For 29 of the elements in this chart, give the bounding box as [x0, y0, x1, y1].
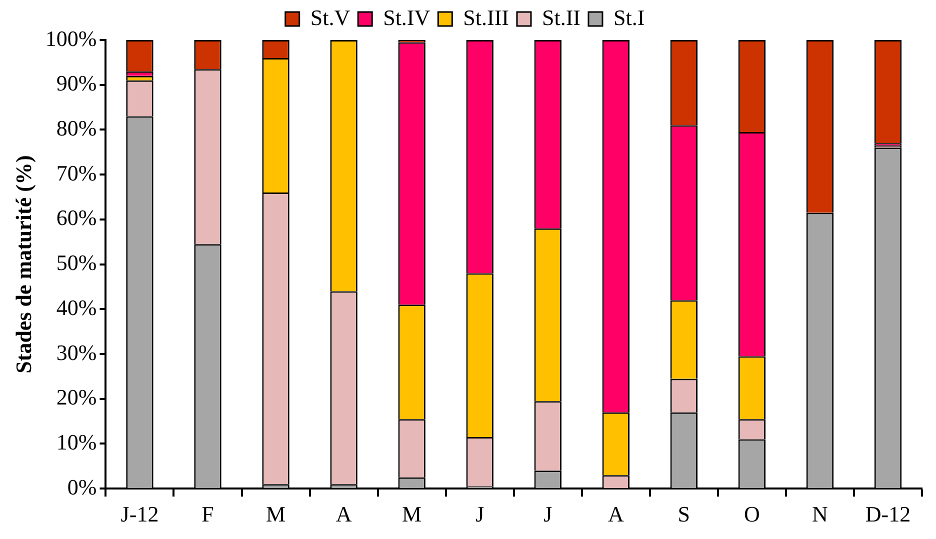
y-tick-label: 30%: [56, 340, 97, 365]
x-tick-label: M: [266, 502, 286, 527]
x-tick-label: A: [336, 502, 352, 527]
y-tick-label: 0%: [67, 474, 97, 500]
legend-label: St.I: [613, 4, 645, 30]
legend-label: St.V: [310, 4, 350, 30]
y-tick-label: 60%: [56, 205, 97, 230]
y-tick-label: 10%: [56, 430, 97, 455]
x-tick-label: M: [402, 502, 422, 527]
legend-label: St.II: [542, 4, 580, 30]
y-tick-label: 20%: [56, 384, 97, 410]
x-tick-label: F: [202, 502, 214, 527]
x-tick-label: S: [678, 502, 690, 527]
y-tick-label: 70%: [56, 160, 97, 186]
x-tick-label: D-12: [865, 502, 911, 527]
x-tick-label: A: [608, 502, 624, 527]
y-tick-label: 40%: [56, 294, 97, 320]
x-tick-label: J: [544, 502, 553, 527]
legend-label: St.IV: [383, 4, 430, 30]
y-tick-label: 90%: [56, 70, 97, 96]
x-tick-label: O: [744, 502, 760, 527]
y-tick-label: 100%: [45, 26, 97, 51]
x-tick-label: J-12: [120, 502, 159, 527]
legend-label: St.III: [463, 4, 509, 30]
y-axis-title: Stades de maturité (%): [10, 155, 36, 374]
x-tick-label: J: [476, 502, 485, 527]
y-tick-label: 50%: [56, 250, 97, 276]
y-tick-label: 80%: [56, 116, 97, 140]
x-tick-label: N: [812, 502, 828, 527]
